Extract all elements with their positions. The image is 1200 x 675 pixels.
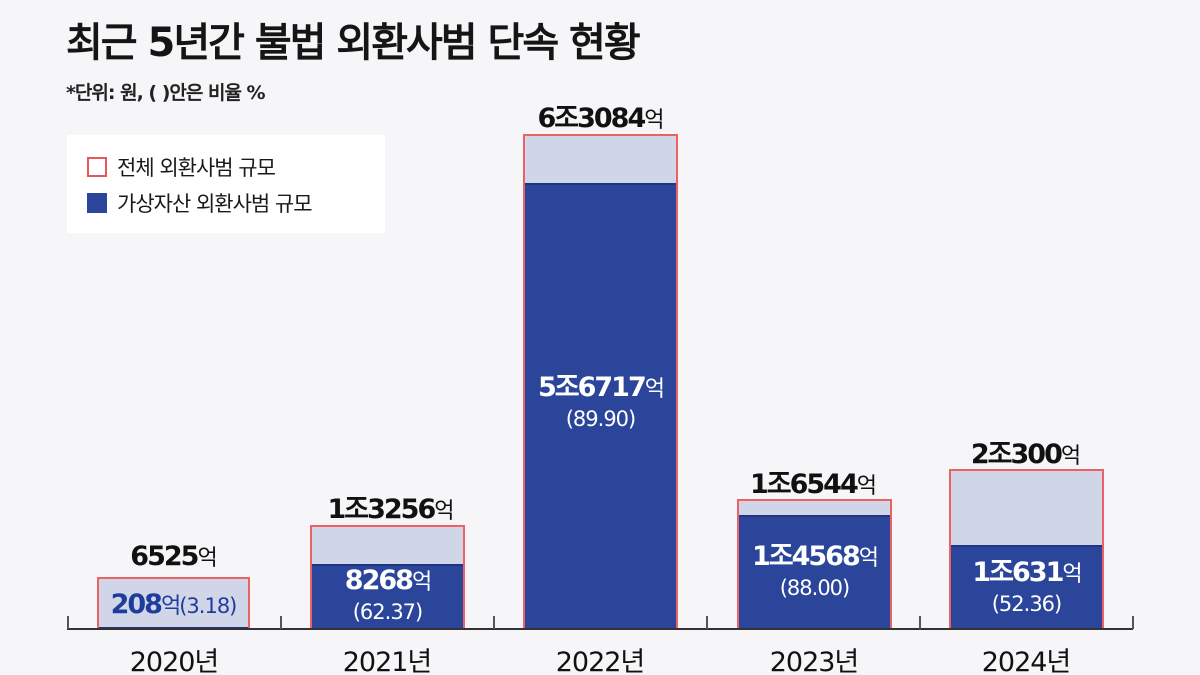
bar-total-2022: 5조6717억 (89.90) <box>523 134 678 629</box>
bar-total-2024: 1조631억 (52.36) <box>949 469 1104 629</box>
x-label-2020: 2020년 <box>129 647 220 675</box>
bar-label-2023: 1조4568억 (88.00) <box>751 541 879 600</box>
bar-label-2024: 1조631억 (52.36) <box>972 557 1082 616</box>
unit-note: *단위: 원, ( )안은 비율 % <box>66 82 266 104</box>
legend-swatch-total-icon <box>87 157 107 177</box>
bar-label-2021: 8268억 (62.37) <box>344 565 432 624</box>
x-axis-tick <box>280 616 282 629</box>
bar-crypto-2021 <box>312 564 463 629</box>
x-axis-tick <box>919 616 921 629</box>
bar-label-2022: 5조6717억 (89.90) <box>537 372 665 431</box>
bar-label-2020: 208억(3.18) <box>110 589 238 620</box>
x-axis-tick <box>706 616 708 629</box>
chart-title: 최근 5년간 불법 외환사범 단속 현황 <box>66 20 641 66</box>
total-label-2022: 6조3084억 <box>537 103 664 134</box>
total-label-2023: 1조6544억 <box>749 469 877 500</box>
x-label-2023: 2023년 <box>769 647 860 675</box>
x-axis-tick <box>1132 616 1134 629</box>
legend-label-crypto: 가상자산 외환사범 규모 <box>117 192 313 216</box>
legend: 전체 외환사범 규모 가상자산 외환사범 규모 <box>67 135 385 233</box>
x-label-2024: 2024년 <box>981 647 1072 675</box>
x-axis-tick <box>493 616 495 629</box>
total-label-2024: 2조300억 <box>970 439 1081 470</box>
x-label-2021: 2021년 <box>342 647 433 675</box>
bar-crypto-2023 <box>739 515 890 629</box>
total-label-2020: 6525억 <box>130 541 217 572</box>
x-label-2022: 2022년 <box>555 647 646 675</box>
total-label-2021: 1조3256억 <box>327 494 454 525</box>
x-axis-tick <box>67 616 69 629</box>
legend-label-total: 전체 외환사범 규모 <box>117 156 276 180</box>
legend-item-crypto: 가상자산 외환사범 규모 <box>87 185 385 221</box>
bar-total-2023: 1조4568억 (88.00) <box>737 499 892 629</box>
legend-item-total: 전체 외환사범 규모 <box>87 149 385 185</box>
bar-crypto-2022 <box>525 183 676 629</box>
x-axis-line <box>67 628 1133 630</box>
bar-total-2021: 8268억 (62.37) <box>310 525 465 629</box>
legend-swatch-crypto-icon <box>87 193 107 213</box>
bar-total-2020: 208억(3.18) <box>97 577 250 629</box>
bar-crypto-2024 <box>951 545 1102 629</box>
